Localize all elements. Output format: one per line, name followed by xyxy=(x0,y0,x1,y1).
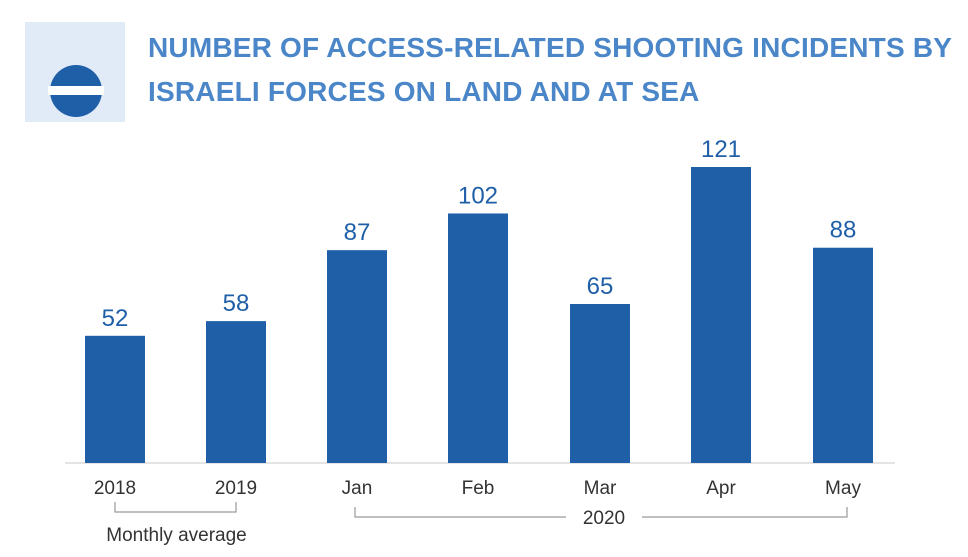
chart-title: NUMBER OF ACCESS-RELATED SHOOTING INCIDE… xyxy=(148,26,953,114)
bar-Jan xyxy=(327,250,387,463)
x-tick-label-May: May xyxy=(825,478,861,499)
data-label-2019: 58 xyxy=(223,290,250,317)
x-tick-label-Jan: Jan xyxy=(342,478,373,499)
group-bracket-monthly-average xyxy=(114,502,237,513)
data-label-Jan: 87 xyxy=(344,219,371,246)
x-tick-label-2018: 2018 xyxy=(94,478,136,499)
bar-Feb xyxy=(448,213,508,463)
group-label-monthly-average: Monthly average xyxy=(106,525,246,546)
bar-2018 xyxy=(85,335,145,463)
chart-title-line-1: NUMBER OF ACCESS-RELATED SHOOTING INCIDE… xyxy=(148,32,953,63)
x-tick-label-2019: 2019 xyxy=(215,478,257,499)
no-entry-icon xyxy=(48,65,104,117)
x-tick-label-Feb: Feb xyxy=(462,478,495,499)
group-bracket-2020-right xyxy=(642,507,848,518)
x-tick-label-Apr: Apr xyxy=(706,478,736,499)
data-label-2018: 52 xyxy=(102,305,129,332)
data-label-May: 88 xyxy=(830,217,857,244)
data-label-Feb: 102 xyxy=(458,182,498,209)
header-icon-box xyxy=(25,22,125,122)
data-label-Mar: 65 xyxy=(587,273,614,300)
chart-title-line-2: ISRAELI FORCES ON LAND AND AT SEA xyxy=(148,76,700,107)
bar-Apr xyxy=(691,167,751,463)
bar-2019 xyxy=(206,321,266,463)
group-label-2020: 2020 xyxy=(583,508,625,529)
group-bracket-2020-left xyxy=(354,507,566,518)
bar-Mar xyxy=(570,303,630,463)
bar-May xyxy=(813,247,873,463)
data-label-Apr: 121 xyxy=(701,136,741,163)
x-tick-label-Mar: Mar xyxy=(584,478,617,499)
